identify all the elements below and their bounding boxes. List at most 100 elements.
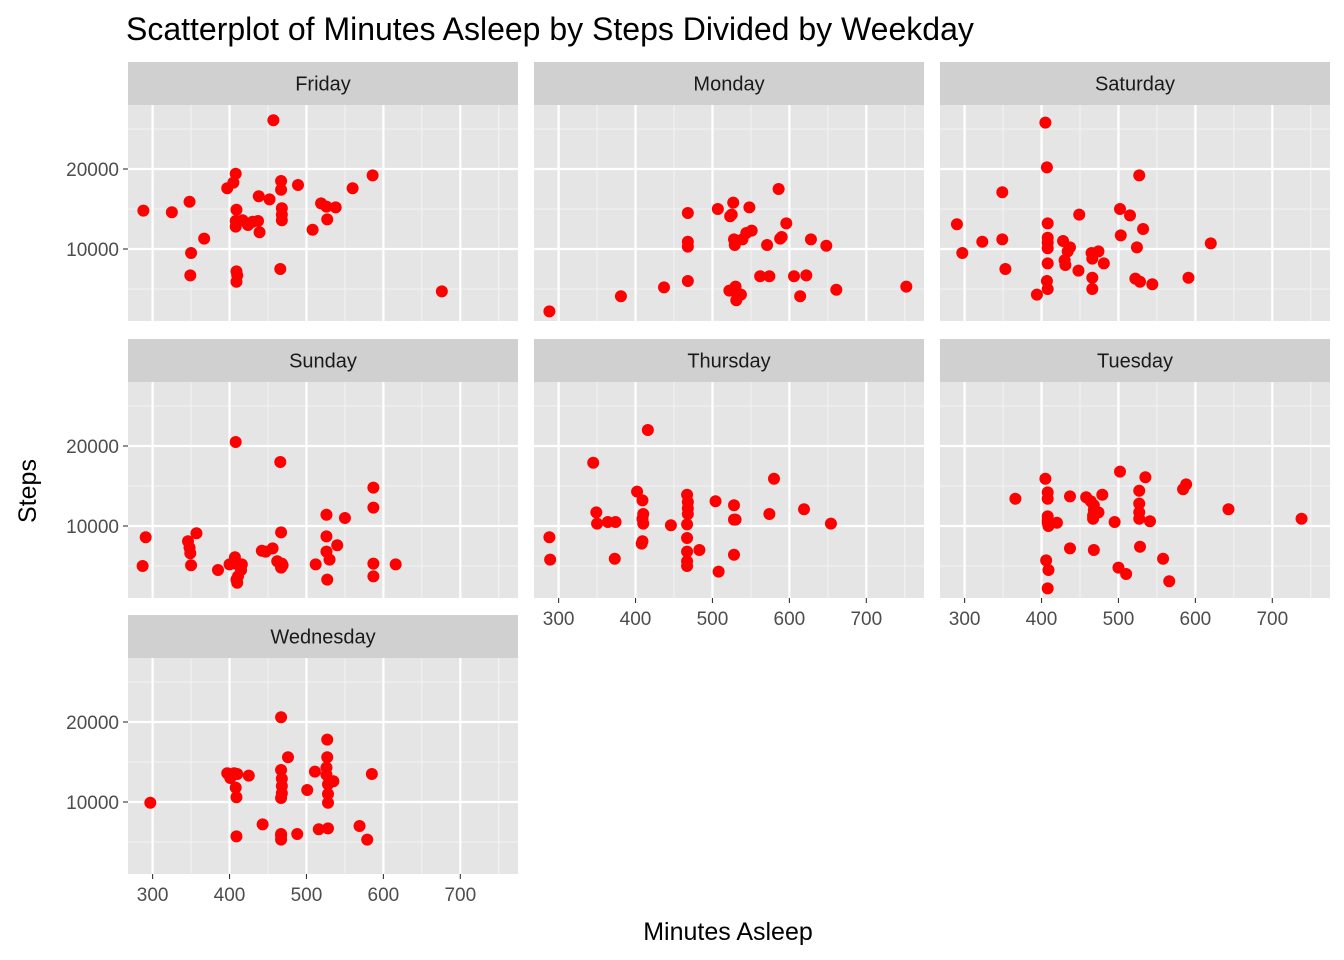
data-point bbox=[725, 208, 738, 221]
data-point bbox=[1114, 203, 1126, 215]
data-point bbox=[230, 275, 243, 288]
facet-panels: Friday 10000 20000 Monday Saturday Sunday 1000… bbox=[66, 62, 1330, 906]
data-point bbox=[346, 182, 359, 195]
facet-monday: Monday bbox=[534, 62, 924, 321]
data-point bbox=[543, 305, 556, 318]
data-point bbox=[361, 833, 374, 846]
data-point bbox=[1139, 471, 1152, 484]
data-point bbox=[308, 765, 321, 778]
data-point bbox=[183, 195, 196, 208]
data-point bbox=[322, 822, 334, 835]
panel-bg-friday bbox=[128, 105, 518, 321]
data-point bbox=[275, 175, 288, 187]
data-point bbox=[780, 217, 793, 230]
x-tick-label: 300 bbox=[543, 609, 575, 630]
data-point bbox=[229, 167, 242, 180]
x-tick-label: 300 bbox=[949, 609, 981, 630]
data-point bbox=[631, 485, 644, 498]
data-point bbox=[800, 269, 813, 282]
data-point bbox=[820, 239, 833, 252]
data-point bbox=[544, 553, 557, 566]
data-point bbox=[641, 424, 654, 436]
y-tick-label: 20000 bbox=[66, 437, 119, 458]
data-point bbox=[1133, 497, 1146, 510]
data-point bbox=[266, 542, 279, 555]
data-point bbox=[275, 214, 288, 227]
data-point bbox=[139, 531, 152, 544]
data-point bbox=[292, 179, 304, 191]
data-point bbox=[366, 169, 379, 182]
data-point bbox=[184, 269, 197, 282]
y-tick-label: 10000 bbox=[66, 517, 119, 538]
data-point bbox=[1009, 492, 1022, 505]
data-point bbox=[754, 270, 767, 283]
data-point bbox=[137, 204, 150, 217]
data-point bbox=[681, 560, 694, 572]
data-point bbox=[681, 518, 694, 531]
data-point bbox=[320, 508, 333, 521]
data-point bbox=[267, 114, 280, 127]
data-point bbox=[231, 768, 244, 780]
data-point bbox=[389, 558, 402, 571]
data-point bbox=[745, 224, 758, 237]
data-point bbox=[830, 283, 843, 296]
data-point bbox=[1134, 540, 1146, 553]
data-point bbox=[229, 781, 242, 794]
data-point bbox=[320, 200, 333, 213]
data-point bbox=[681, 508, 694, 520]
data-point bbox=[321, 573, 334, 586]
strip-label-friday: Friday bbox=[295, 74, 351, 96]
data-point bbox=[996, 233, 1009, 246]
data-point bbox=[798, 503, 810, 516]
x-tick-label: 500 bbox=[1103, 609, 1135, 630]
data-point bbox=[1180, 478, 1193, 491]
data-point bbox=[734, 288, 747, 301]
data-point bbox=[1030, 288, 1043, 301]
strip-label-sunday: Sunday bbox=[289, 351, 357, 373]
data-point bbox=[804, 233, 817, 246]
strip-label-monday: Monday bbox=[693, 74, 764, 96]
data-point bbox=[1073, 208, 1086, 221]
data-point bbox=[1041, 283, 1054, 295]
strip-label-wednesday: Wednesday bbox=[270, 627, 375, 649]
data-point bbox=[329, 201, 342, 214]
data-point bbox=[664, 519, 677, 532]
y-tick-label: 20000 bbox=[66, 160, 119, 181]
strip-wednesday bbox=[128, 615, 518, 658]
x-tick-label: 500 bbox=[291, 885, 323, 906]
data-point bbox=[768, 472, 780, 485]
data-point bbox=[1133, 512, 1146, 525]
data-point bbox=[323, 553, 336, 566]
data-point bbox=[331, 539, 344, 552]
strip-friday bbox=[128, 62, 518, 105]
panel-bg-thursday bbox=[534, 382, 924, 598]
data-point bbox=[435, 285, 448, 298]
data-point bbox=[321, 733, 334, 746]
data-point bbox=[253, 226, 266, 239]
data-point bbox=[1039, 116, 1052, 129]
data-point bbox=[590, 506, 603, 519]
data-point bbox=[1182, 271, 1195, 284]
data-point bbox=[190, 527, 203, 540]
data-point bbox=[1108, 516, 1121, 528]
data-point bbox=[614, 290, 627, 303]
x-axis-title: Minutes Asleep bbox=[643, 918, 813, 946]
data-point bbox=[198, 232, 211, 245]
data-point bbox=[321, 751, 334, 764]
data-point bbox=[320, 530, 333, 543]
data-point bbox=[728, 548, 740, 561]
strip-monday bbox=[534, 62, 924, 105]
data-point bbox=[681, 545, 694, 558]
data-point bbox=[274, 263, 287, 275]
data-point bbox=[1130, 241, 1143, 254]
data-point bbox=[256, 818, 269, 831]
data-point bbox=[1086, 271, 1099, 284]
data-point bbox=[743, 201, 756, 214]
data-point bbox=[367, 557, 380, 570]
strip-thursday bbox=[534, 339, 924, 382]
y-axis-title: Steps bbox=[14, 459, 42, 523]
data-point bbox=[1041, 217, 1054, 230]
data-point bbox=[1086, 283, 1099, 295]
x-tick-label: 700 bbox=[444, 885, 476, 906]
